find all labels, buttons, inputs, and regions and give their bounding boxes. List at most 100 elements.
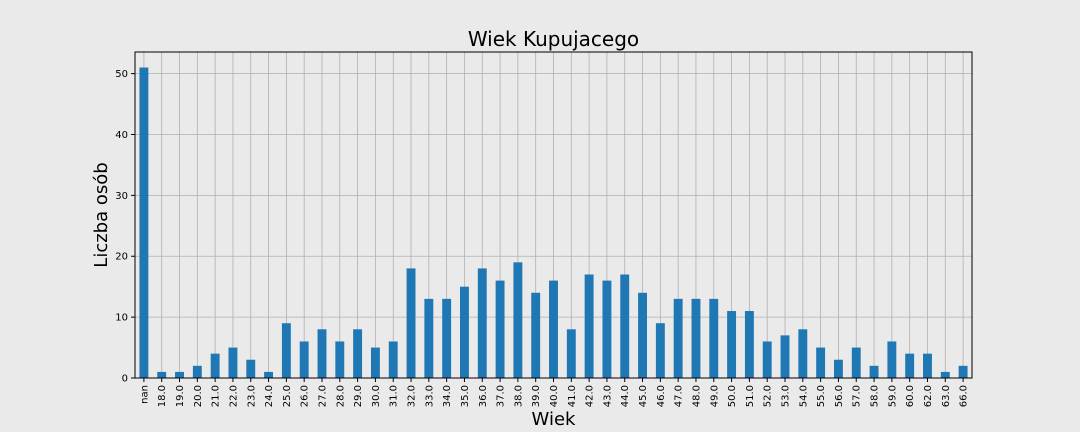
x-axis-ticks: nan 18.0 19.0 20.0 21.0 22.0 23.0 24.0 25.0 26.0 2…	[139, 378, 970, 407]
bar-52.0	[762, 341, 772, 378]
x-tick-label: 25.0	[282, 385, 293, 407]
x-tick-label: 21.0	[211, 385, 222, 407]
bar-34.0	[442, 298, 452, 378]
x-tick-label: 58.0	[870, 385, 881, 407]
x-tick-label: 46.0	[656, 385, 667, 407]
x-tick-label: 48.0	[691, 385, 702, 407]
x-tick-label: 32.0	[407, 385, 418, 407]
bar-48.0	[691, 298, 701, 378]
x-tick-label: 55.0	[816, 385, 827, 407]
bar-56.0	[833, 359, 843, 378]
x-tick-label: 35.0	[460, 385, 471, 407]
x-tick-label: 54.0	[798, 385, 809, 407]
y-tick-label: 20	[115, 252, 128, 263]
bar-45.0	[638, 292, 647, 378]
bar-38.0	[513, 262, 523, 378]
bar-19.0	[175, 371, 184, 378]
bar-18.0	[157, 371, 167, 378]
x-tick-label: 34.0	[442, 385, 453, 407]
y-axis-ticks: 0 10 20 30 40 50	[115, 69, 135, 385]
x-tick-label: 43.0	[602, 385, 613, 407]
bar-22.0	[228, 347, 238, 378]
y-tick-label: 0	[122, 374, 128, 385]
bar-36.0	[477, 268, 487, 378]
x-tick-label: 44.0	[620, 385, 631, 407]
x-tick-label: 19.0	[175, 385, 186, 407]
x-tick-label: 66.0	[959, 385, 970, 407]
x-tick-label: 41.0	[567, 385, 578, 407]
x-tick-label: 60.0	[905, 385, 916, 407]
x-tick-label: 29.0	[353, 385, 364, 407]
bar-51.0	[744, 311, 754, 378]
x-tick-label: 57.0	[852, 385, 863, 407]
x-tick-label: 49.0	[709, 385, 720, 407]
bar-nan	[139, 67, 149, 379]
bar-41.0	[566, 329, 576, 378]
x-tick-label: 56.0	[834, 385, 845, 407]
bar-24.0	[264, 371, 274, 378]
bar-58.0	[869, 365, 879, 378]
x-tick-label: 51.0	[745, 385, 756, 407]
x-tick-label: 24.0	[264, 385, 275, 407]
bar-33.0	[424, 298, 434, 378]
x-tick-label: 42.0	[585, 385, 596, 407]
bar-59.0	[887, 341, 897, 378]
bar-30.0	[370, 347, 380, 378]
x-tick-label: 28.0	[335, 385, 346, 407]
x-tick-label: 45.0	[638, 385, 649, 407]
bars	[139, 67, 968, 379]
x-tick-label: 20.0	[193, 385, 204, 407]
bar-26.0	[299, 341, 309, 378]
x-tick-label: 39.0	[531, 385, 542, 407]
bar-25.0	[281, 323, 291, 378]
bar-63.0	[940, 371, 950, 378]
x-tick-label: 36.0	[478, 385, 489, 407]
bar-42.0	[584, 274, 594, 378]
bar-47.0	[673, 298, 683, 378]
x-axis-label: Wiek	[532, 409, 576, 430]
bar-54.0	[798, 329, 808, 378]
bar-50.0	[727, 311, 737, 378]
bar-43.0	[602, 280, 612, 378]
y-tick-label: 30	[115, 191, 128, 202]
x-tick-label: 22.0	[228, 385, 239, 407]
x-tick-label: 27.0	[317, 385, 328, 407]
x-tick-label: 38.0	[513, 385, 524, 407]
x-tick-label: 18.0	[157, 385, 168, 407]
y-tick-label: 10	[115, 313, 128, 324]
y-axis-label: Liczba osób	[91, 162, 112, 267]
bar-57.0	[851, 347, 861, 378]
x-tick-label: 37.0	[496, 385, 507, 407]
bar-49.0	[709, 298, 719, 378]
y-tick-label: 50	[115, 69, 128, 80]
y-tick-label: 40	[115, 130, 128, 141]
bar-46.0	[655, 323, 665, 378]
bar-60.0	[905, 353, 915, 378]
bar-40.0	[549, 280, 558, 378]
x-tick-label: 53.0	[781, 385, 792, 407]
bar-27.0	[317, 329, 327, 378]
x-tick-label: 50.0	[727, 385, 738, 407]
bar-31.0	[388, 341, 398, 378]
x-tick-label: 30.0	[371, 385, 382, 407]
x-tick-label: 33.0	[424, 385, 435, 407]
bar-20.0	[192, 365, 202, 378]
bar-35.0	[460, 286, 469, 378]
x-tick-label: 62.0	[923, 385, 934, 407]
x-tick-label: 26.0	[300, 385, 311, 407]
bar-21.0	[210, 353, 220, 378]
bar-32.0	[406, 268, 416, 378]
x-tick-label: 63.0	[941, 385, 952, 407]
chart-title: Wiek Kupujacego	[468, 27, 639, 51]
bar-44.0	[620, 274, 630, 378]
bar-29.0	[353, 329, 363, 378]
x-tick-label: 47.0	[674, 385, 685, 407]
bar-37.0	[495, 280, 505, 378]
bar-66.0	[958, 365, 968, 378]
bar-23.0	[246, 359, 256, 378]
x-tick-label: 40.0	[549, 385, 560, 407]
bar-39.0	[531, 292, 541, 378]
bar-28.0	[335, 341, 345, 378]
